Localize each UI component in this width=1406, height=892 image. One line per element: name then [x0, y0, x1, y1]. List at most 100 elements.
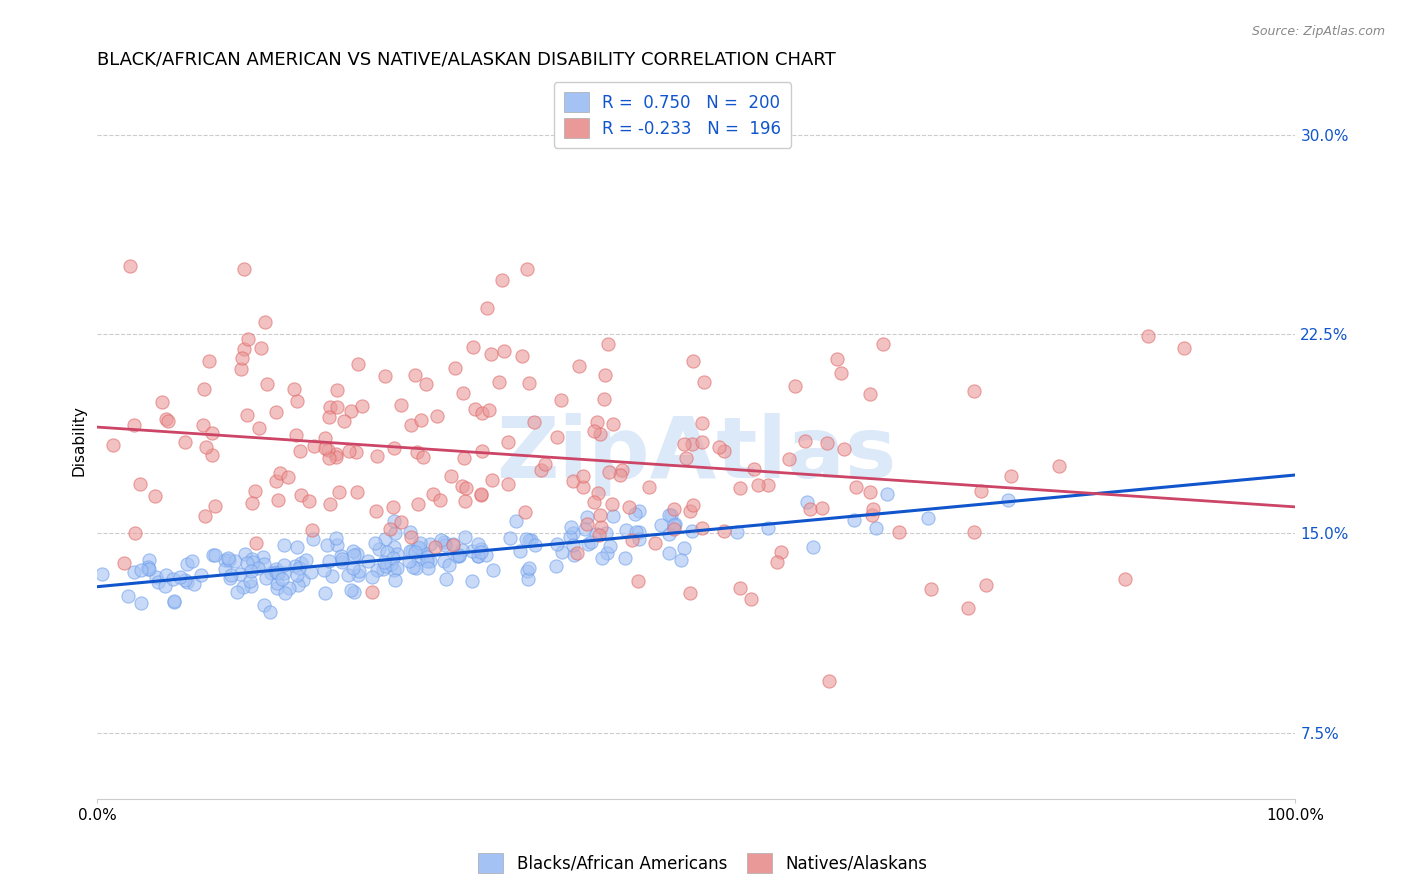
Point	[550, 393, 572, 408]
Point	[295, 553, 318, 567]
Point	[287, 540, 309, 554]
Point	[240, 551, 263, 566]
Point	[405, 561, 427, 575]
Point	[920, 582, 942, 596]
Point	[385, 561, 408, 575]
Point	[250, 341, 273, 355]
Point	[219, 567, 242, 582]
Point	[138, 562, 160, 576]
Point	[404, 545, 426, 559]
Text: ZipAtlas: ZipAtlas	[496, 413, 897, 496]
Point	[218, 553, 240, 567]
Point	[201, 549, 224, 563]
Point	[562, 548, 585, 562]
Point	[155, 568, 177, 582]
Point	[277, 470, 299, 484]
Point	[658, 508, 681, 523]
Point	[524, 538, 547, 552]
Point	[398, 554, 420, 568]
Point	[1047, 459, 1070, 474]
Point	[769, 545, 792, 559]
Point	[260, 566, 283, 581]
Point	[360, 584, 382, 599]
Point	[266, 575, 288, 590]
Point	[342, 543, 364, 558]
Point	[830, 367, 852, 381]
Point	[155, 412, 177, 426]
Point	[609, 467, 631, 482]
Point	[572, 480, 595, 494]
Point	[283, 382, 305, 396]
Point	[682, 354, 704, 368]
Point	[478, 403, 501, 417]
Point	[561, 475, 583, 489]
Point	[357, 554, 380, 568]
Point	[740, 591, 762, 606]
Point	[193, 383, 215, 397]
Point	[204, 500, 226, 514]
Point	[575, 509, 598, 524]
Point	[401, 544, 423, 558]
Point	[479, 347, 502, 361]
Point	[406, 552, 429, 566]
Point	[441, 538, 464, 552]
Point	[571, 469, 593, 483]
Point	[273, 586, 295, 600]
Point	[860, 508, 883, 522]
Point	[329, 549, 352, 564]
Point	[290, 557, 312, 571]
Point	[287, 568, 309, 582]
Point	[413, 546, 436, 560]
Point	[124, 566, 146, 580]
Point	[91, 566, 114, 581]
Point	[332, 555, 354, 569]
Point	[1114, 572, 1136, 586]
Point	[419, 537, 441, 551]
Point	[374, 532, 396, 546]
Point	[343, 584, 366, 599]
Point	[544, 558, 567, 573]
Point	[254, 571, 277, 585]
Point	[600, 497, 623, 511]
Point	[713, 524, 735, 539]
Point	[419, 554, 441, 568]
Point	[429, 492, 451, 507]
Point	[347, 358, 370, 372]
Point	[267, 566, 290, 580]
Point	[129, 564, 152, 578]
Point	[399, 417, 422, 432]
Point	[679, 585, 702, 599]
Point	[602, 509, 624, 524]
Point	[1137, 329, 1160, 343]
Point	[314, 432, 336, 446]
Point	[498, 531, 520, 545]
Point	[201, 448, 224, 462]
Point	[231, 351, 253, 365]
Point	[264, 562, 287, 576]
Point	[325, 450, 347, 464]
Point	[451, 478, 474, 492]
Point	[235, 556, 257, 570]
Point	[576, 516, 599, 531]
Legend: R =  0.750   N =  200, R = -0.233   N =  196: R = 0.750 N = 200, R = -0.233 N = 196	[554, 82, 792, 148]
Point	[471, 444, 494, 458]
Point	[366, 563, 388, 577]
Point	[783, 379, 806, 393]
Point	[326, 383, 349, 397]
Point	[380, 557, 402, 571]
Point	[298, 493, 321, 508]
Point	[488, 376, 510, 390]
Point	[169, 570, 191, 584]
Point	[204, 548, 226, 562]
Point	[492, 344, 515, 359]
Point	[301, 523, 323, 537]
Point	[434, 572, 457, 586]
Point	[174, 573, 197, 587]
Point	[650, 518, 672, 533]
Point	[162, 572, 184, 586]
Point	[411, 413, 433, 427]
Point	[858, 485, 880, 500]
Point	[366, 450, 388, 464]
Point	[278, 581, 301, 595]
Point	[637, 480, 659, 494]
